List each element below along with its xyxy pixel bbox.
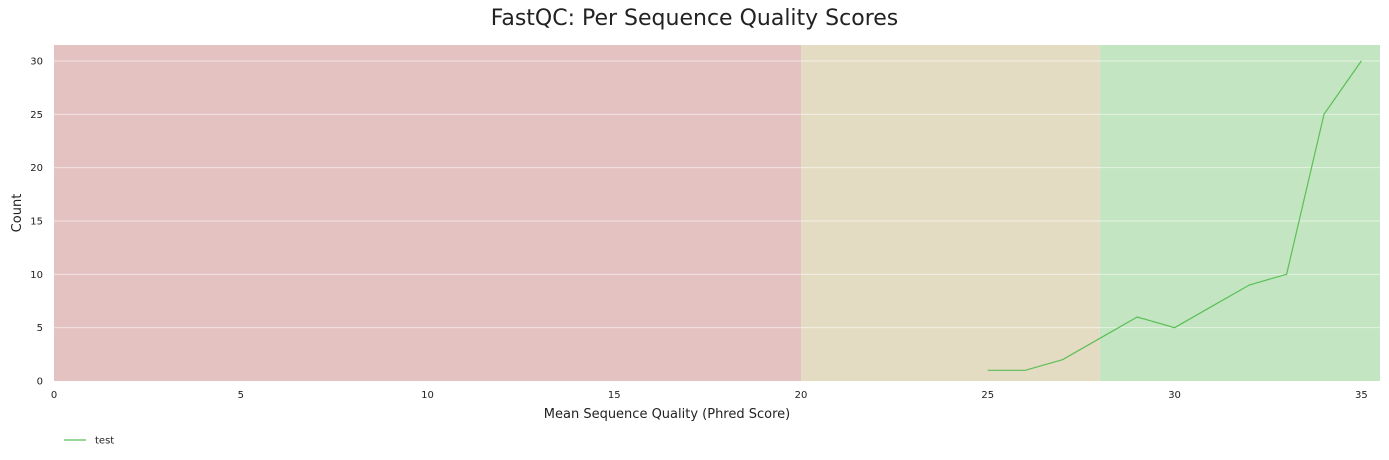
legend-label-test: test [95, 436, 114, 447]
series-group [986, 60, 1363, 372]
x-axis-ticks: 0 5 10 15 20 25 30 35 [51, 390, 1368, 401]
band-1 [801, 45, 1100, 381]
data-point [1285, 273, 1288, 276]
x-tick-label: 0 [51, 390, 57, 401]
data-point [986, 369, 989, 372]
data-point [1173, 326, 1176, 329]
gridlines [54, 60, 1380, 329]
x-tick-label: 20 [795, 390, 808, 401]
y-tick-label: 10 [30, 270, 43, 281]
data-point [1360, 60, 1363, 63]
y-tick-label: 5 [37, 323, 43, 334]
y-tick-label: 25 [30, 110, 43, 121]
x-tick-label: 15 [608, 390, 621, 401]
data-point [1024, 369, 1027, 372]
chart-title: FastQC: Per Sequence Quality Scores [490, 6, 899, 31]
x-tick-label: 10 [421, 390, 434, 401]
series-line-test [987, 60, 1362, 371]
x-tick-label: 35 [1355, 390, 1368, 401]
y-tick-label: 0 [37, 377, 43, 388]
data-point [1061, 358, 1064, 361]
x-tick-label: 25 [981, 390, 994, 401]
x-tick-label: 5 [238, 390, 244, 401]
x-axis-label: Mean Sequence Quality (Phred Score) [544, 407, 790, 422]
band-2 [1099, 45, 1380, 381]
legend: test [64, 436, 114, 447]
data-point [1136, 316, 1139, 319]
data-point [1098, 337, 1101, 340]
data-point [1322, 113, 1325, 116]
y-tick-label: 20 [30, 163, 43, 174]
y-tick-label: 15 [30, 217, 43, 228]
x-tick-label: 30 [1168, 390, 1181, 401]
band-0 [54, 45, 802, 381]
y-tick-label: 30 [30, 57, 43, 68]
quality-bands [54, 45, 1380, 381]
data-point [1210, 305, 1213, 308]
y-axis-ticks: 0 5 10 15 20 25 30 [30, 57, 43, 388]
y-axis-label: Count [10, 194, 25, 233]
data-point [1248, 284, 1251, 287]
